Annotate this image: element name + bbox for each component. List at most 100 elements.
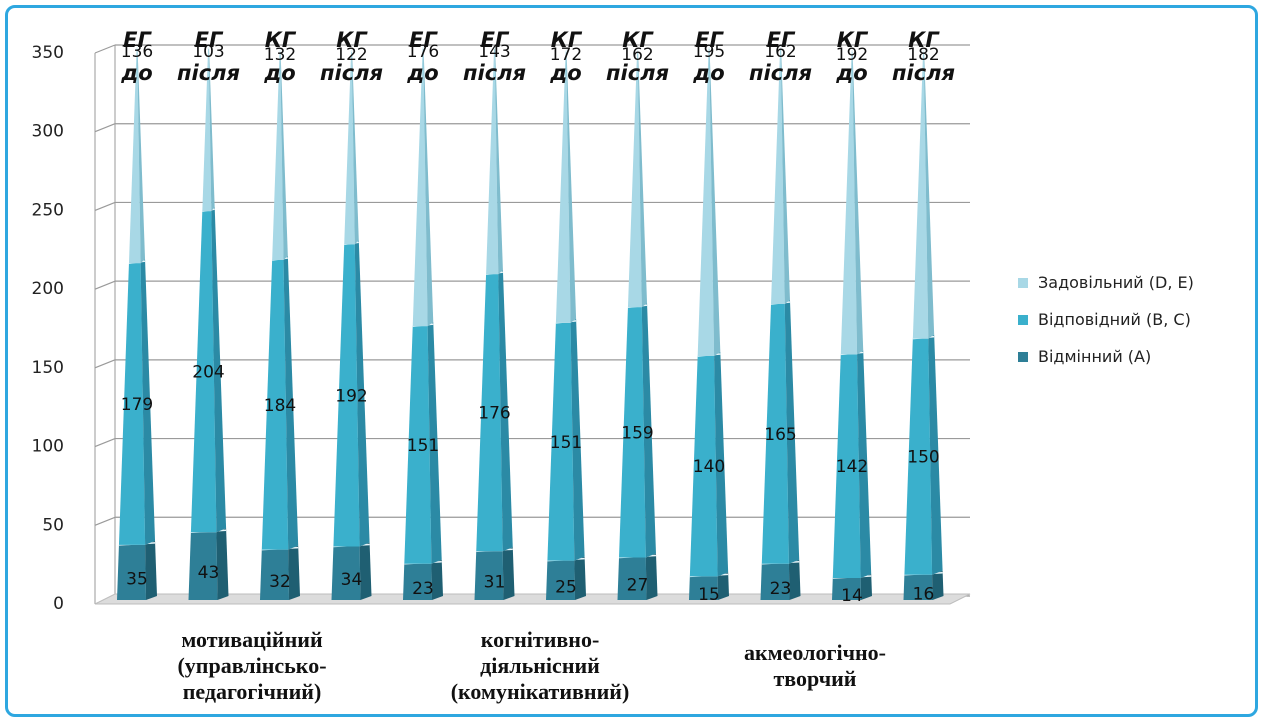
bar-segment-side	[709, 45, 721, 356]
bar-segment-side	[280, 48, 288, 260]
bar-segment-front	[486, 49, 499, 275]
bar-segment-side	[354, 240, 370, 547]
bar-segment-side	[574, 556, 586, 600]
bar-segment-front	[128, 49, 141, 264]
bar-segment-side	[359, 542, 372, 600]
chart-floor	[94, 593, 971, 605]
bar-stack	[260, 48, 300, 600]
y-axis: 0 50 100 150 200 250 300 350	[32, 43, 64, 614]
bar-stack	[546, 48, 586, 600]
bar-segment-front	[476, 274, 503, 552]
bar-group-label: КГ	[908, 28, 940, 52]
bar-stack	[403, 45, 443, 600]
bar-stack	[832, 48, 872, 600]
bar-segment-front	[689, 576, 718, 600]
y-tick-label: 150	[32, 358, 64, 378]
bar-segment-side	[423, 45, 434, 327]
data-label: 16	[913, 584, 935, 604]
bar-group-label: КГ	[551, 28, 583, 52]
bar-group-label: ЕГ	[695, 28, 724, 52]
legend-label: Відповідний (В, С)	[1038, 310, 1191, 329]
bar-segment-front	[333, 244, 360, 547]
data-labels-layer: 35 179 136 43 204 103 32 184 132 34 192 122 23 151 176…	[121, 42, 940, 606]
bar-segment-front	[832, 577, 861, 600]
bar-stage-label: після	[320, 61, 383, 85]
bar-stack	[117, 45, 157, 600]
bar-segment-front	[190, 211, 217, 533]
bars-layer	[117, 45, 944, 600]
bar-segment-side	[714, 351, 729, 577]
segment-edge	[636, 49, 639, 53]
data-label: 192	[836, 45, 868, 65]
data-label: 162	[621, 45, 653, 65]
bar-group-label: ЕГ	[409, 28, 438, 52]
y-tick-label: 50	[42, 515, 64, 535]
y-tick-label: 200	[32, 279, 64, 299]
data-label: 151	[550, 433, 582, 453]
bar-segment-side	[351, 48, 359, 245]
bar-segment-front	[403, 563, 432, 600]
segment-edge	[350, 49, 353, 53]
y-tick-label: 300	[32, 122, 64, 142]
bar-segment-side	[494, 45, 503, 275]
bar-segment-side	[928, 334, 943, 575]
data-label: 35	[126, 569, 148, 589]
bar-segment-side	[427, 322, 442, 564]
data-label: 31	[484, 573, 506, 593]
bar-segment-front	[617, 557, 647, 600]
data-label: 195	[693, 42, 725, 62]
data-label: 25	[555, 577, 577, 597]
segment-edge	[850, 49, 854, 53]
bar-segment-front	[912, 52, 929, 339]
data-label: 176	[407, 42, 439, 62]
bar-category-labels: ЕГ до ЕГ після КГ до КГ після ЕГ до ЕГ після КГ до КГ п…	[120, 28, 955, 85]
bar-segment-side	[717, 572, 729, 600]
bar-segment-front	[117, 544, 146, 600]
bar-segment-side	[852, 48, 864, 355]
bar-segment-side	[780, 45, 790, 305]
bar-segment-side	[140, 259, 156, 545]
bar-stack	[903, 48, 944, 600]
bar-stage-label: до	[120, 61, 152, 85]
data-label: 142	[836, 457, 868, 477]
legend-item: Відповідний (В, С)	[1018, 301, 1194, 338]
bar-segment-front	[474, 551, 504, 600]
bar-segment-front	[832, 354, 861, 578]
bar-group-label: ЕГ	[767, 28, 796, 52]
bar-segment-side	[431, 559, 443, 600]
bar-stage-label: після	[749, 61, 812, 85]
bar-stage-label: після	[892, 61, 955, 85]
data-label: 27	[627, 576, 649, 596]
bar-group-label: КГ	[336, 28, 368, 52]
data-label: 140	[693, 457, 725, 477]
legend-label: Відмінний (А)	[1038, 347, 1152, 366]
segment-edge	[707, 46, 711, 50]
data-label: 182	[907, 45, 939, 65]
bar-segment-front	[188, 532, 218, 600]
y-tick-label: 250	[32, 200, 64, 220]
data-label: 184	[264, 396, 296, 416]
segment-edge	[564, 49, 568, 53]
bar-segment-front	[761, 304, 789, 564]
legend-item: Задовільний (D, E)	[1018, 264, 1194, 301]
bar-segment-side	[288, 545, 300, 600]
bar-segment-side	[932, 570, 944, 600]
bar-group-label: ЕГ	[481, 28, 510, 52]
bar-segment-front	[202, 49, 212, 212]
bar-stage-label: після	[463, 61, 526, 85]
data-label: 143	[478, 42, 510, 62]
segment-edge	[207, 46, 210, 50]
y-tick-label: 100	[32, 437, 64, 457]
bar-segment-front	[547, 322, 575, 561]
data-label: 150	[907, 448, 939, 468]
bar-segment-front	[697, 49, 715, 356]
data-label: 162	[764, 42, 796, 62]
bar-group-label: КГ	[622, 28, 654, 52]
bar-segment-side	[788, 559, 801, 600]
bar-segment-front	[412, 49, 428, 327]
data-label: 34	[341, 570, 363, 590]
bar-segment-side	[211, 207, 227, 533]
legend: Задовільний (D, E) Відповідний (В, С) Відм…	[1018, 264, 1194, 375]
segment-edge	[493, 46, 496, 50]
bar-segment-side	[645, 553, 658, 600]
